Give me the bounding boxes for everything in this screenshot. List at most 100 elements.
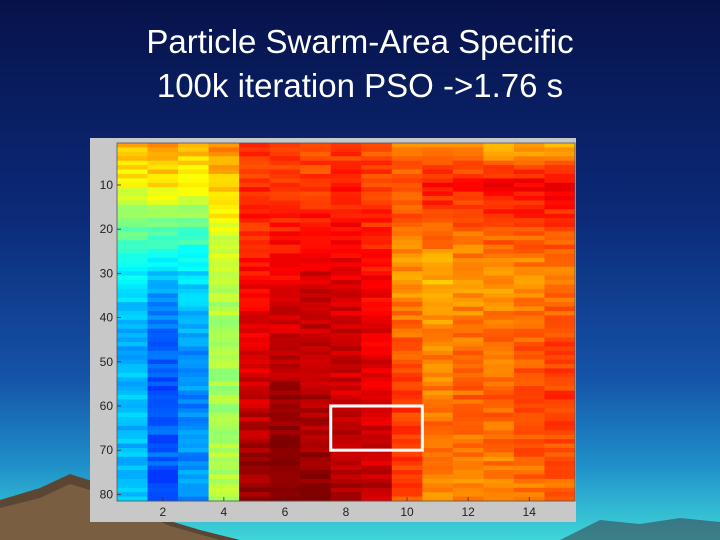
heatmap-cell xyxy=(208,346,240,352)
heatmap-cell xyxy=(483,430,515,436)
heatmap-cell xyxy=(452,346,484,352)
heatmap-cell xyxy=(117,262,148,268)
heatmap-cell xyxy=(178,439,209,444)
heatmap-cell xyxy=(513,408,545,414)
heatmap-cell xyxy=(422,249,454,254)
heatmap-cell xyxy=(544,306,576,312)
heatmap-cell xyxy=(178,474,209,480)
heatmap-cell xyxy=(300,319,332,325)
heatmap-cell xyxy=(178,377,209,383)
heatmap-cell xyxy=(483,390,515,396)
heatmap-cell xyxy=(330,266,362,272)
heatmap-cell xyxy=(330,297,362,303)
heatmap-cell xyxy=(422,257,454,263)
heatmap-cell xyxy=(483,341,515,347)
heatmap-cell xyxy=(239,266,271,272)
heatmap-cell xyxy=(178,187,209,193)
heatmap-cell xyxy=(208,213,240,219)
heatmap-cell xyxy=(269,434,301,440)
heatmap-cell xyxy=(117,408,148,414)
heatmap-cell xyxy=(300,434,332,440)
heatmap-cell xyxy=(513,310,545,316)
heatmap-cell xyxy=(208,147,240,153)
heatmap-cell xyxy=(330,191,362,197)
heatmap-cell xyxy=(178,169,209,175)
heatmap-cell xyxy=(361,222,393,228)
heatmap-cell xyxy=(391,461,423,467)
heatmap-cell xyxy=(239,209,271,215)
heatmap-cell xyxy=(544,173,576,179)
heatmap-cell xyxy=(300,363,332,369)
heatmap-cell xyxy=(208,173,240,179)
heatmap-cell xyxy=(300,191,332,197)
heatmap-cell xyxy=(452,200,484,206)
heatmap-cell xyxy=(300,403,332,409)
heatmap-cell xyxy=(391,143,423,148)
heatmap-cell xyxy=(483,443,515,449)
heatmap-cell xyxy=(422,470,454,475)
heatmap-cell xyxy=(178,284,209,290)
heatmap-cell xyxy=(300,408,332,414)
heatmap-cell xyxy=(422,297,454,303)
heatmap-cell xyxy=(208,363,240,369)
heatmap-cell xyxy=(422,368,454,374)
heatmap-cell xyxy=(147,143,179,148)
heatmap-cell xyxy=(544,147,576,153)
heatmap-cell xyxy=(300,333,332,338)
heatmap-cell xyxy=(361,262,393,268)
heatmap-cell xyxy=(239,337,271,343)
heatmap-cell xyxy=(269,293,301,299)
heatmap-cell xyxy=(300,456,332,462)
heatmap-cell xyxy=(239,456,271,462)
heatmap-cell xyxy=(361,439,393,444)
heatmap-cell xyxy=(269,350,301,356)
heatmap-cell xyxy=(117,443,148,449)
heatmap-cell xyxy=(208,284,240,290)
heatmap-cell xyxy=(513,399,545,405)
heatmap-cell xyxy=(391,218,423,223)
heatmap-cell xyxy=(208,204,240,210)
heatmap-cell xyxy=(452,293,484,299)
heatmap-cell xyxy=(391,359,423,365)
heatmap-cell xyxy=(269,235,301,241)
heatmap-cell xyxy=(208,235,240,241)
heatmap-cell xyxy=(269,328,301,334)
heatmap-cell xyxy=(361,483,393,489)
heatmap-cell xyxy=(452,478,484,484)
heatmap-cell xyxy=(330,249,362,254)
heatmap-cell xyxy=(147,403,179,409)
heatmap-cell xyxy=(452,226,484,232)
heatmap-cell xyxy=(147,417,179,422)
heatmap-cell xyxy=(300,209,332,215)
heatmap-cell xyxy=(269,368,301,374)
heatmap-cell xyxy=(330,399,362,405)
heatmap-cell xyxy=(239,231,271,237)
heatmap-cell xyxy=(452,341,484,347)
heatmap-cell xyxy=(239,328,271,334)
heatmap-cell xyxy=(544,178,576,184)
heatmap-cell xyxy=(544,483,576,489)
heatmap-cell xyxy=(239,306,271,312)
heatmap-cell xyxy=(452,324,484,330)
heatmap-cell xyxy=(239,474,271,480)
heatmap-cell xyxy=(422,306,454,312)
heatmap-cell xyxy=(544,492,576,497)
x-tick-label: 6 xyxy=(282,505,289,519)
heatmap-cell xyxy=(483,447,515,453)
heatmap-cell xyxy=(117,363,148,369)
heatmap-cell xyxy=(208,271,240,276)
heatmap-cell xyxy=(422,310,454,316)
heatmap-cell xyxy=(361,310,393,316)
heatmap-cell xyxy=(239,288,271,294)
heatmap-cell xyxy=(544,280,576,285)
heatmap-cell xyxy=(208,425,240,431)
heatmap-cell xyxy=(208,288,240,294)
heatmap-cell xyxy=(391,266,423,272)
heatmap-cell xyxy=(391,386,423,391)
heatmap-cell xyxy=(391,191,423,197)
heatmap-cell xyxy=(269,280,301,285)
heatmap-cell xyxy=(452,240,484,246)
heatmap-cell xyxy=(330,271,362,276)
heatmap-cell xyxy=(178,213,209,219)
heatmap-cell xyxy=(269,470,301,475)
